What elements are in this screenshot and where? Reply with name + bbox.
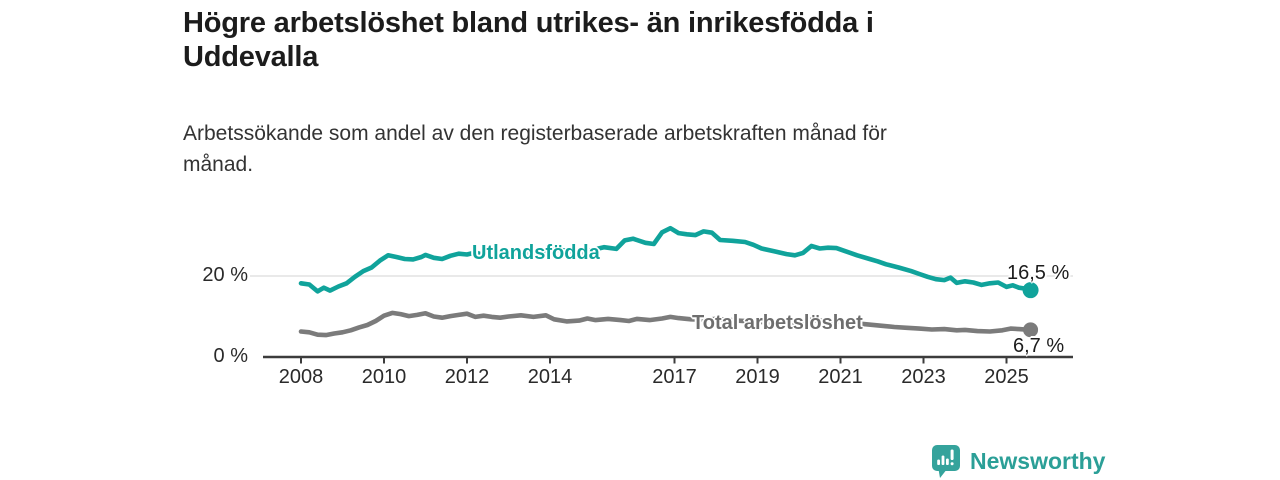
- series-label-total-arbetsloshet: Total arbetslöshet: [692, 312, 863, 334]
- x-tick-label: 2010: [361, 366, 407, 388]
- bar-chart-speech-bubble-icon: [932, 444, 960, 478]
- x-tick-label: 2021: [818, 366, 863, 388]
- x-tick-label: 2008: [278, 366, 324, 388]
- x-tick-label: 2025: [984, 366, 1029, 388]
- newsworthy-logo-link[interactable]: Newsworthy: [932, 444, 1105, 478]
- x-tick-label: 2012: [444, 366, 490, 388]
- x-tick-label: 2014: [527, 366, 573, 388]
- series-line-utlandsfodda: [298, 225, 1033, 294]
- series-end-dot-utlandsfodda: [1022, 282, 1039, 299]
- series-end-dot-total: [1023, 322, 1039, 338]
- x-tick-label: 2023: [901, 366, 946, 388]
- end-value-label-utlandsfodda: 16,5 %: [1007, 262, 1070, 284]
- title-line-1: Högre arbetslöshet bland utrikes- än inr…: [183, 7, 874, 39]
- end-value-label-total: 6,7 %: [1013, 335, 1065, 357]
- series-line-total: [298, 310, 1033, 338]
- y-tick-label: 20 %: [202, 264, 248, 286]
- x-tick-label: 2019: [735, 366, 780, 388]
- series-label-utlandsfodda: Utlandsfödda: [472, 242, 600, 264]
- page-title: Högre arbetslöshet bland utrikes- än inr…: [183, 6, 1083, 74]
- subtitle-line-2: månad.: [183, 153, 254, 176]
- newsworthy-wordmark: Newsworthy: [970, 447, 1106, 474]
- x-tick-label: 2017: [652, 366, 697, 388]
- y-tick-label: 0 %: [213, 345, 248, 367]
- title-line-2: Uddevalla: [183, 41, 319, 73]
- subtitle-line-1: Arbetssökande som andel av den registerb…: [183, 122, 887, 145]
- chart-subtitle: Arbetssökande som andel av den registerb…: [183, 118, 1083, 180]
